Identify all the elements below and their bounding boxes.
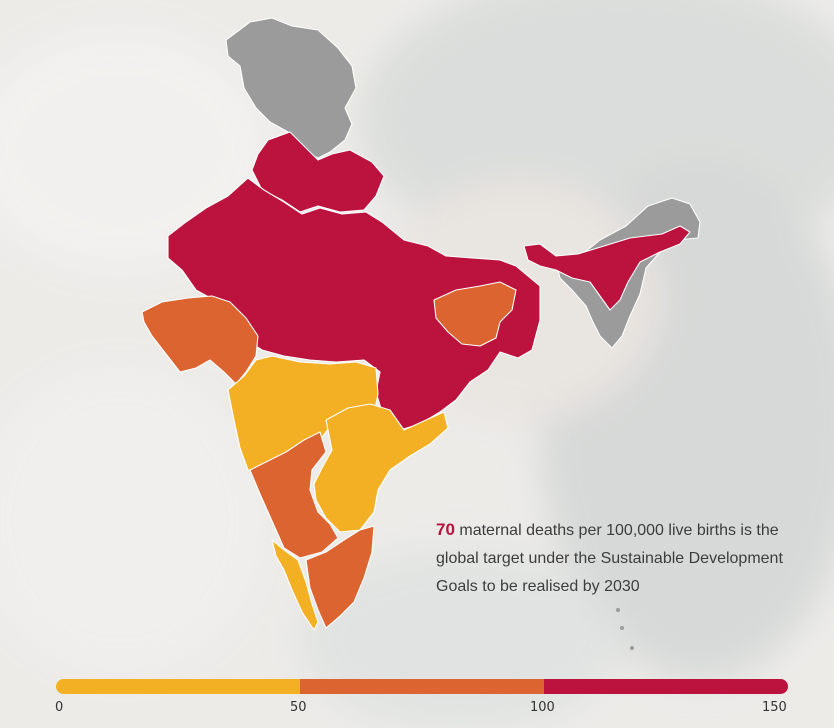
islands-dot bbox=[630, 646, 634, 650]
legend-segment-mid bbox=[300, 679, 544, 694]
region-south bbox=[305, 525, 375, 629]
color-legend-bar bbox=[56, 679, 788, 694]
legend-segment-low bbox=[56, 679, 300, 694]
legend-segment-high bbox=[544, 679, 788, 694]
region-north bbox=[225, 17, 357, 159]
islands-dot bbox=[620, 626, 624, 630]
region-bihar bbox=[433, 281, 517, 347]
region-south-west-coast bbox=[271, 539, 319, 631]
legend-tick-0: 0 bbox=[55, 700, 64, 715]
sdg-target-annotation: 70 maternal deaths per 100,000 live birt… bbox=[436, 516, 796, 601]
islands-dot bbox=[616, 608, 620, 612]
region-south-central bbox=[249, 431, 339, 559]
region-north-east-corridor bbox=[523, 225, 691, 311]
legend-tick-150: 150 bbox=[762, 700, 787, 715]
legend-tick-100: 100 bbox=[530, 700, 555, 715]
target-value: 70 bbox=[436, 520, 455, 539]
target-text: maternal deaths per 100,000 live births … bbox=[436, 522, 783, 595]
legend-tick-50: 50 bbox=[290, 700, 307, 715]
region-central bbox=[167, 177, 541, 431]
region-south-east bbox=[313, 403, 449, 533]
